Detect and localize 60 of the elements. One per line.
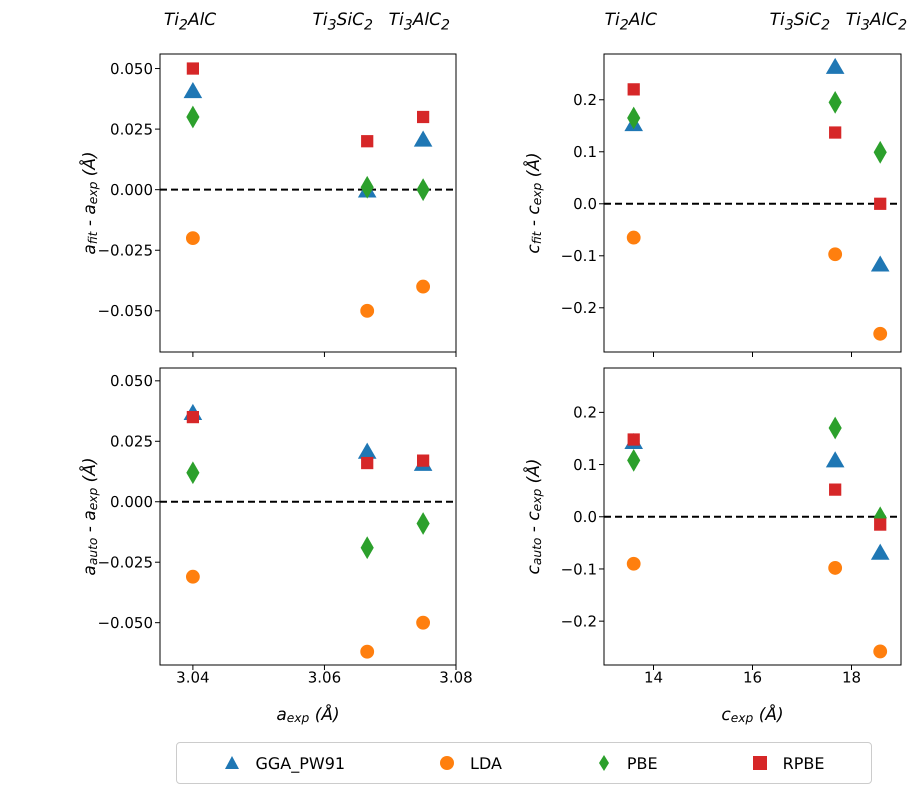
point	[873, 644, 888, 658]
point	[416, 454, 430, 467]
text: Ti$_{2}$AlC	[164, 10, 216, 34]
point	[829, 126, 842, 139]
x-tick-label: 3.06	[308, 668, 342, 687]
y-tick-label: 0.1	[573, 456, 597, 474]
legend-label: RPBE	[782, 754, 824, 772]
point	[416, 280, 430, 294]
y-tick-label: 0.050	[110, 372, 153, 390]
y-tick-label: 0.000	[110, 493, 153, 512]
y-tick-label: −0.050	[97, 614, 153, 632]
x-tick-label: 16	[742, 668, 762, 687]
legend-label: LDA	[470, 754, 502, 772]
x-tick-label: 14	[644, 668, 664, 687]
legend-label: PBE	[626, 754, 658, 772]
point	[186, 62, 200, 75]
point	[626, 230, 641, 244]
point	[186, 231, 200, 246]
point	[873, 326, 888, 341]
x-tick-label: 18	[842, 668, 862, 687]
y-tick-label: −0.1	[560, 560, 597, 578]
y-tick-label: −0.1	[560, 247, 597, 266]
x-tick-label: 3.04	[176, 668, 210, 687]
text: Ti$_{3}$SiC$_{2}$	[770, 10, 830, 34]
point	[361, 135, 374, 148]
text: Ti$_{3}$AlC$_{2}$	[388, 10, 450, 34]
y-tick-label: −0.025	[97, 554, 153, 572]
point	[626, 556, 641, 571]
text: Ti$_{3}$SiC$_{2}$	[312, 10, 374, 34]
point	[628, 83, 640, 96]
point	[416, 110, 430, 124]
y-tick-label: 0.0	[573, 195, 597, 214]
y-tick-label: −0.2	[560, 612, 597, 630]
legend-label: GGA_PW91	[255, 754, 346, 772]
x-axis-title: c$_{exp}$ (Å)	[721, 704, 784, 725]
y-tick-label: 0.1	[573, 143, 597, 162]
x-axis-title: a$_{exp}$ (Å)	[276, 704, 340, 725]
point	[829, 483, 842, 496]
y-tick-label: −0.050	[97, 302, 153, 320]
point	[828, 561, 842, 575]
point	[360, 304, 374, 318]
y-tick-label: −0.025	[97, 242, 153, 260]
point	[874, 518, 886, 531]
point	[874, 198, 886, 210]
point	[828, 247, 842, 262]
point	[186, 570, 200, 584]
y-tick-label: 0.025	[110, 432, 153, 451]
y-tick-label: 0.0	[573, 508, 597, 526]
point	[361, 456, 374, 470]
x-tick-label: 3.08	[439, 668, 473, 687]
point	[360, 644, 374, 659]
point	[416, 616, 430, 630]
text: Ti$_{3}$AlC$_{2}$	[846, 10, 908, 34]
y-tick-label: 0.2	[573, 91, 597, 110]
y-tick-label: −0.2	[560, 299, 597, 318]
text: Ti$_{2}$AlC	[604, 10, 657, 34]
y-tick-label: 0.025	[110, 120, 153, 138]
y-tick-label: 0.050	[110, 60, 153, 78]
y-tick-label: 0.000	[110, 181, 153, 199]
y-tick-label: 0.2	[573, 404, 597, 422]
